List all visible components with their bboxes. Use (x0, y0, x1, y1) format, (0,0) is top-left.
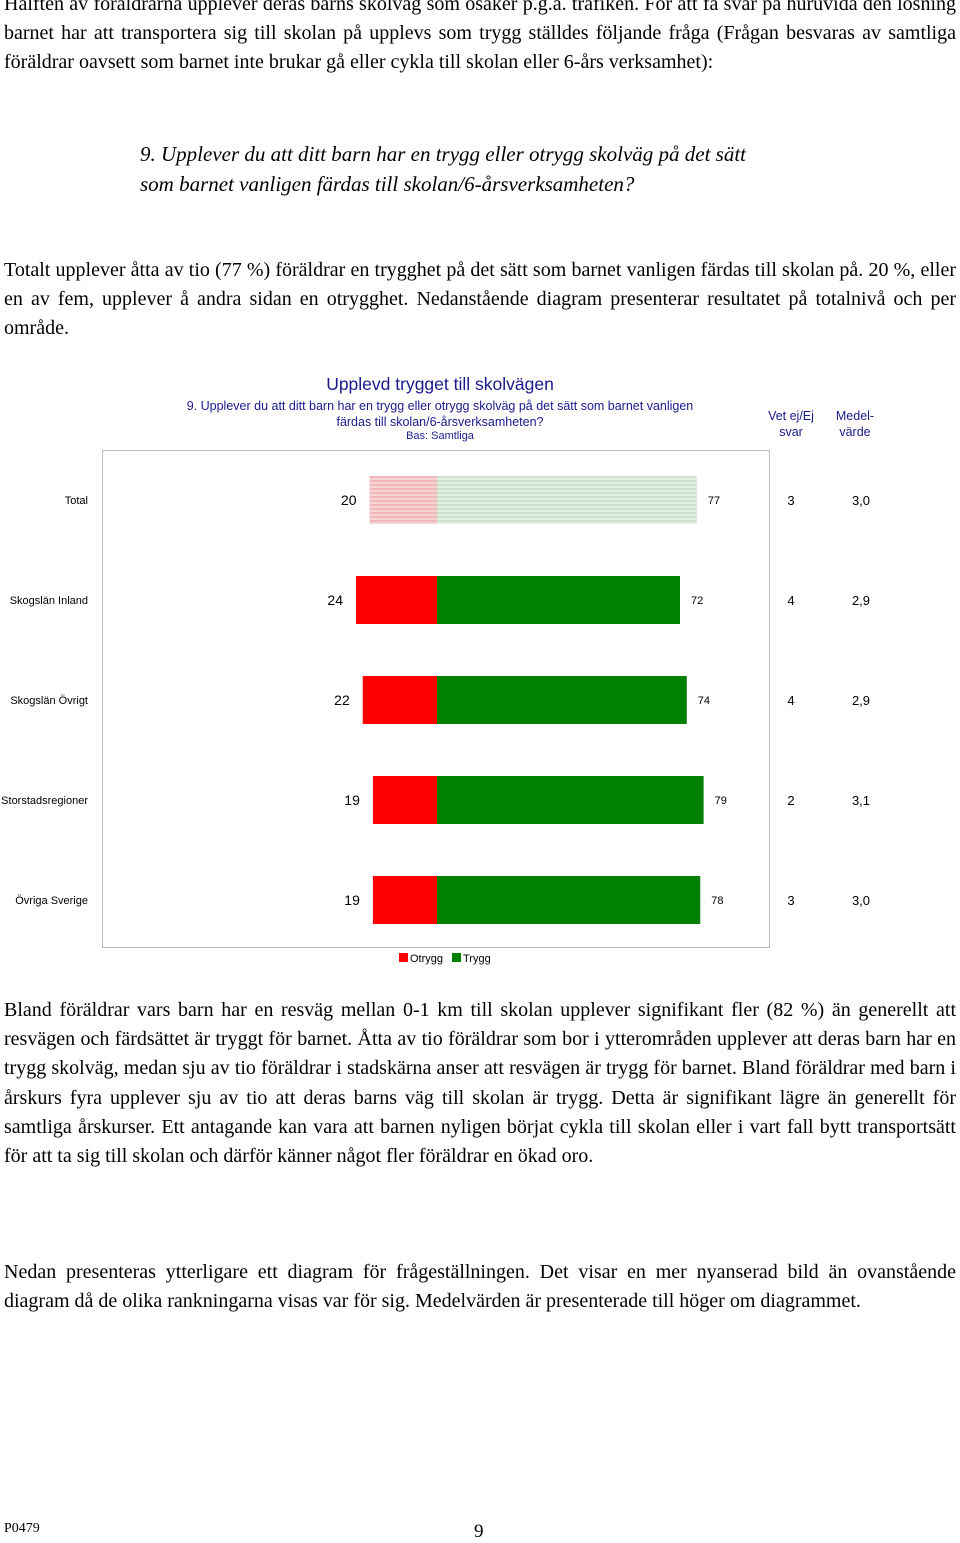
legend-swatch-trygg (452, 953, 461, 962)
vet-ej-value: 2 (787, 793, 794, 808)
data-label-otrygg: 19 (344, 792, 360, 808)
category-label: Skogslän Övrigt (10, 695, 88, 707)
data-label-otrygg: 19 (344, 892, 360, 908)
medelvarde-value: 3,0 (852, 893, 870, 908)
vet-ej-value: 4 (787, 693, 794, 708)
category-label: Övriga Sverige (15, 895, 88, 907)
data-label-trygg: 78 (711, 895, 723, 907)
column-header-medelvarde: Medel-värde (835, 409, 875, 439)
data-label-otrygg: 24 (327, 592, 343, 608)
bar-trygg (437, 476, 697, 524)
data-label-otrygg: 20 (341, 492, 357, 508)
bar-trygg (437, 876, 701, 924)
chart-frame (102, 450, 770, 948)
bar-otrygg (372, 876, 437, 924)
intro-paragraph: Hälften av föräldrarna upplever deras ba… (4, 0, 956, 74)
data-label-trygg: 74 (698, 695, 710, 707)
bar-otrygg (369, 476, 437, 524)
bar-trygg (437, 676, 687, 724)
medelvarde-value: 2,9 (852, 593, 870, 608)
footer-code: P0479 (4, 1521, 40, 1536)
category-label: Total (65, 495, 88, 507)
vet-ej-value: 3 (787, 493, 794, 508)
vet-ej-value: 3 (787, 893, 794, 908)
category-label: Storstadsregioner (1, 795, 88, 807)
legend-label-trygg: Trygg (463, 953, 491, 965)
bar-trygg (437, 776, 704, 824)
next-diagram-paragraph: Nedan presenteras ytterligare ett diagra… (4, 1261, 956, 1313)
legend-swatch-otrygg (399, 953, 408, 962)
medelvarde-value: 3,0 (852, 493, 870, 508)
analysis-paragraph: Bland föräldrar vars barn har en resväg … (4, 999, 956, 1168)
summary-paragraph: Totalt upplever åtta av tio (77 %) föräl… (4, 259, 956, 340)
legend-label-otrygg: Otrygg (410, 953, 443, 965)
page-number: 9 (474, 1521, 484, 1542)
medelvarde-value: 2,9 (852, 693, 870, 708)
chart-title: Upplevd trygget till skolvägen (326, 374, 554, 394)
bar-otrygg (356, 576, 437, 624)
bar-otrygg (372, 776, 437, 824)
chart-base-label: Bas: Samtliga (406, 430, 474, 442)
category-label: Skogslän Inland (10, 595, 88, 607)
data-label-trygg: 79 (715, 795, 727, 807)
bar-trygg (437, 576, 680, 624)
bar-otrygg (362, 676, 437, 724)
chart-subtitle: 9. Upplever du att ditt barn har en tryg… (186, 399, 694, 429)
data-label-otrygg: 22 (334, 692, 350, 708)
survey-question: 9. Upplever du att ditt barn har en tryg… (140, 142, 747, 196)
vet-ej-value: 4 (787, 593, 794, 608)
medelvarde-value: 3,1 (852, 793, 870, 808)
data-label-trygg: 72 (691, 595, 703, 607)
column-header-vet-ej: Vet ej/Ej svar (768, 409, 814, 439)
data-label-trygg: 77 (708, 495, 720, 507)
